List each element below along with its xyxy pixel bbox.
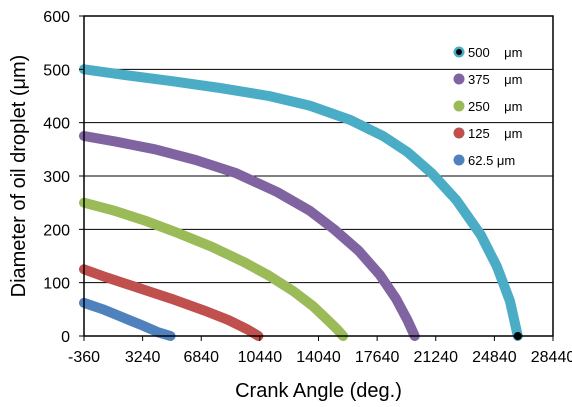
x-tick-label: -360	[68, 349, 100, 366]
series-line-250m	[79, 197, 349, 341]
legend-label: 62.5 μm	[468, 153, 515, 168]
legend-label: 250 μm	[468, 99, 522, 114]
x-axis-title: Crank Angle (deg.)	[235, 380, 402, 402]
y-tick-label: 100	[43, 276, 70, 293]
y-tick-label: 600	[43, 9, 70, 26]
x-tick-label: 21240	[414, 349, 459, 366]
x-tick-label: 28440	[531, 349, 572, 366]
series-line-375m	[79, 131, 420, 341]
legend-swatch-marker	[456, 49, 462, 55]
x-tick-label: 6840	[183, 349, 219, 366]
legend-swatch	[453, 154, 465, 166]
y-tick-label: 500	[43, 62, 70, 79]
legend-label: 375 μm	[468, 72, 522, 87]
y-tick-label: 300	[43, 169, 70, 186]
legend-swatch	[453, 73, 465, 85]
data-series	[79, 64, 523, 341]
x-tick-label: 17640	[355, 349, 400, 366]
legend-label: 125 μm	[468, 126, 522, 141]
y-axis-ticks: 0 100 200 300 400 500 600	[43, 9, 84, 346]
x-tick-label: 10440	[238, 349, 283, 366]
y-tick-label: 200	[43, 222, 70, 239]
series-line-500m	[79, 64, 523, 341]
legend-label: 500 μm	[468, 45, 522, 60]
series-line-125m	[79, 264, 264, 341]
x-tick-label: 3240	[125, 349, 161, 366]
legend: 500 μm 375 μm 250 μm 125 μm 62.5 μm	[453, 45, 522, 168]
y-axis-title: Diameter of oil droplet (μm)	[8, 55, 30, 298]
legend-swatch	[453, 127, 465, 139]
x-tick-label: 14040	[296, 349, 341, 366]
y-tick-label: 0	[61, 329, 70, 346]
y-tick-label: 400	[43, 116, 70, 133]
x-axis-ticks: -360 3240 6840 10440 14040 17640 21240 24840 284…	[68, 336, 572, 366]
legend-swatch	[453, 100, 465, 112]
series-line-62-5m	[79, 297, 176, 341]
x-tick-label: 24840	[472, 349, 517, 366]
